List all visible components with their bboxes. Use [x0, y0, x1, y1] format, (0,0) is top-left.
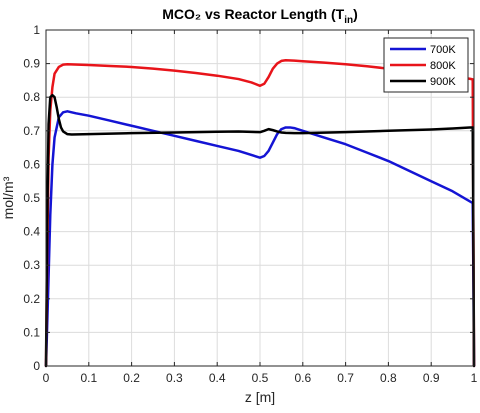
legend: 700K 800K 900K [383, 37, 469, 93]
chart-title-subscript: in [344, 15, 353, 26]
x-tick-label: 0.1 [80, 371, 97, 385]
x-tick-label: 0.3 [166, 371, 183, 385]
x-tick-label: 0 [43, 371, 50, 385]
y-tick-label: 0 [33, 359, 40, 373]
x-tick-label: 0.7 [337, 371, 354, 385]
y-tick-label: 0.7 [23, 124, 40, 138]
chart-title-close: ) [353, 6, 358, 22]
legend-label: 800K [430, 60, 456, 72]
y-tick-label: 1 [33, 23, 40, 37]
series-line-900k [44, 93, 476, 368]
y-tick-label: 0.2 [23, 292, 40, 306]
x-tick-label: 0.6 [294, 371, 311, 385]
y-axis-label: mol/m³ [0, 176, 16, 219]
x-tick-label: 0.8 [380, 371, 397, 385]
x-tick-label: 0.9 [423, 371, 440, 385]
y-tick-label: 0.5 [23, 191, 40, 205]
y-tick-label: 0.6 [23, 157, 40, 171]
x-axis-label: z [m] [245, 389, 275, 405]
chart-title: MCO₂ vs Reactor Length (Tin) [162, 6, 358, 26]
ticks: 0 0.1 0.2 0.3 0.4 0.5 0.6 0.7 0.8 0.9 1 0 0.1 0.2 0.3 0… [23, 23, 477, 385]
y-tick-label: 0.4 [23, 225, 40, 239]
legend-label: 900K [430, 76, 456, 88]
legend-entry-700k: 700K [390, 44, 456, 56]
x-tick-label: 0.4 [209, 371, 226, 385]
series-line-700k [44, 110, 476, 368]
y-tick-label: 0.9 [23, 57, 40, 71]
legend-entry-900k: 900K [390, 76, 456, 88]
x-tick-label: 0.2 [123, 371, 140, 385]
legend-entry-800k: 800K [390, 60, 456, 72]
x-tick-label: 1 [471, 371, 478, 385]
y-tick-label: 0.3 [23, 258, 40, 272]
y-tick-label: 0.1 [23, 325, 40, 339]
x-tick-label: 0.5 [252, 371, 269, 385]
y-tick-label: 0.8 [23, 90, 40, 104]
legend-label: 700K [430, 44, 456, 56]
